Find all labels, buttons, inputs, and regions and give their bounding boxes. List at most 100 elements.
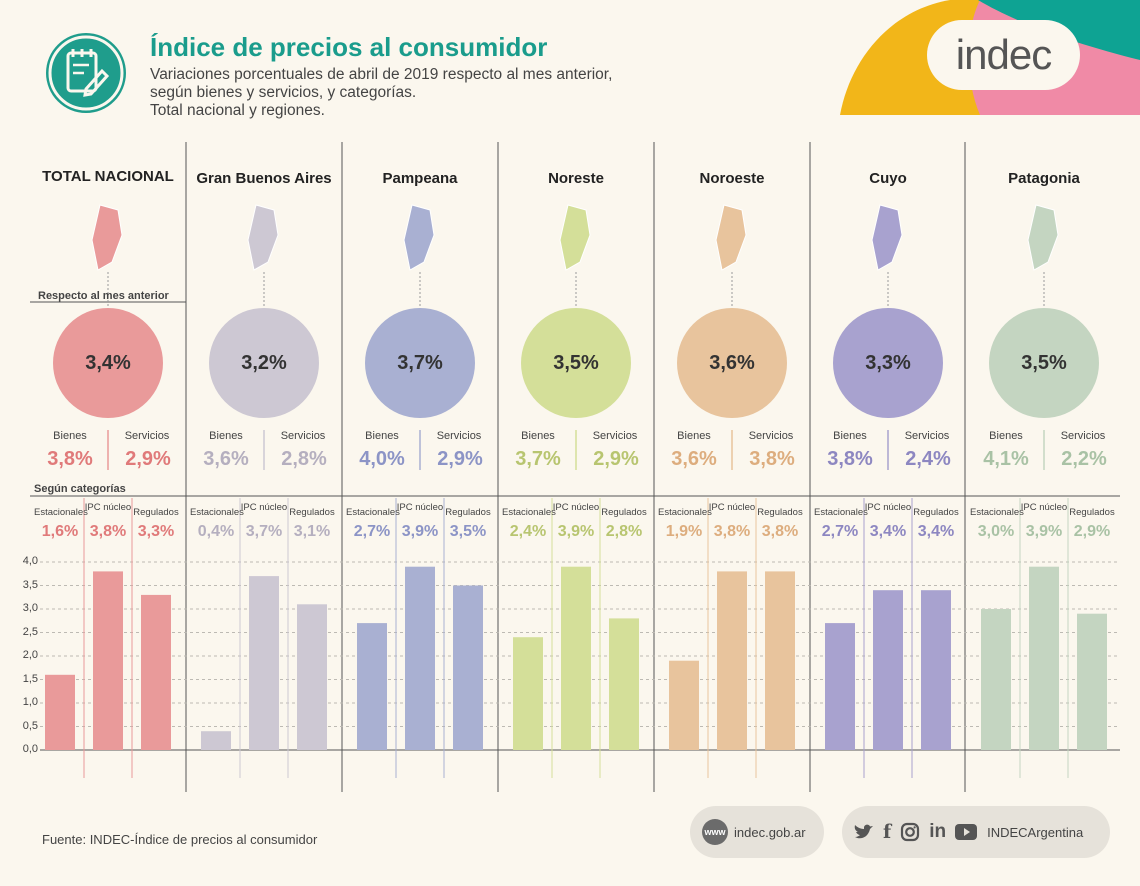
- social-pill: f in INDECArgentina: [842, 806, 1110, 858]
- category-label: IPC núcleo: [1020, 502, 1068, 513]
- bar-2-0: [357, 623, 387, 750]
- category-label: IPC núcleo: [864, 502, 912, 513]
- category-label: Regulados: [1069, 507, 1115, 518]
- servicios-label: Servicios: [280, 430, 326, 442]
- region-name-3: Noreste: [548, 170, 604, 187]
- total-circle-1: 3,2%: [209, 308, 319, 418]
- category-label: IPC núcleo: [240, 502, 288, 513]
- category-label: Estacionales: [658, 507, 712, 518]
- category-value: 2,8%: [605, 523, 643, 540]
- website-pill[interactable]: www indec.gob.ar: [690, 806, 824, 858]
- total-circle-0: 3,4%: [53, 308, 163, 418]
- category-label: Estacionales: [502, 507, 556, 518]
- y-tick-label: 4,0: [22, 555, 38, 567]
- indec-logo-text: indec: [955, 31, 1052, 78]
- bienes-value: 3,8%: [47, 448, 93, 470]
- bar-3-1: [561, 566, 591, 750]
- facebook-icon[interactable]: f: [883, 821, 892, 843]
- category-value: 3,3%: [137, 523, 175, 540]
- servicios-label: Servicios: [436, 430, 482, 442]
- category-value: 3,8%: [761, 523, 799, 540]
- website-link[interactable]: indec.gob.ar: [734, 824, 806, 840]
- category-value: 3,5%: [449, 523, 487, 540]
- servicios-value: 2,9%: [593, 448, 639, 470]
- source-note: Fuente: INDEC-Índice de precios al consu…: [42, 832, 318, 847]
- category-value: 3,7%: [245, 523, 283, 540]
- servicios-value: 2,2%: [1061, 448, 1107, 470]
- y-tick-label: 3,5: [22, 578, 38, 591]
- bar-3-2: [609, 618, 639, 750]
- y-tick-label: 2,5: [22, 625, 38, 638]
- region-map-shape: [1027, 204, 1059, 271]
- bar-0-2: [141, 594, 171, 750]
- region-map-shape: [871, 204, 903, 271]
- bienes-value: 3,6%: [671, 448, 717, 470]
- bienes-value: 4,0%: [359, 448, 405, 470]
- servicios-value: 2,8%: [281, 448, 327, 470]
- region-name-0: TOTAL NACIONAL: [42, 168, 174, 185]
- y-tick-label: 3,0: [22, 602, 38, 614]
- servicios-value: 2,9%: [125, 448, 171, 470]
- respecto-label: Respecto al mes anterior: [38, 290, 169, 302]
- total-circle-3: 3,5%: [521, 308, 631, 418]
- page-title: Índice de precios al consumidor: [150, 32, 548, 62]
- category-value: 2,7%: [353, 523, 391, 540]
- category-label: Estacionales: [970, 507, 1024, 518]
- social-handle[interactable]: INDECArgentina: [987, 824, 1084, 840]
- category-value: 2,4%: [509, 523, 547, 540]
- category-label: Regulados: [913, 507, 959, 518]
- indec-logo: indec: [927, 20, 1080, 90]
- category-label: IPC núcleo: [552, 502, 600, 513]
- category-label: Regulados: [133, 507, 179, 518]
- category-label: Regulados: [445, 507, 491, 518]
- bar-6-1: [1029, 566, 1059, 750]
- total-circle-6: 3,5%: [989, 308, 1099, 418]
- notepad-pencil-icon: [48, 35, 124, 111]
- y-tick-label: 1,5: [22, 672, 38, 685]
- instagram-icon[interactable]: [900, 822, 920, 842]
- bar-0-0: [45, 674, 75, 750]
- bar-1-0: [201, 731, 231, 750]
- servicios-label: Servicios: [124, 430, 170, 442]
- category-label: IPC núcleo: [396, 502, 444, 513]
- bar-0-1: [93, 571, 123, 750]
- category-value: 3,9%: [401, 523, 439, 540]
- bar-4-0: [669, 660, 699, 750]
- bienes-label: Bienes: [365, 430, 399, 442]
- bar-1-2: [297, 604, 327, 750]
- bienes-value: 3,6%: [203, 448, 249, 470]
- twitter-icon[interactable]: [854, 823, 874, 841]
- region-map-shape: [403, 204, 435, 271]
- category-value: 0,4%: [197, 523, 235, 540]
- category-value: 3,4%: [917, 523, 955, 540]
- bar-5-0: [825, 623, 855, 750]
- linkedin-icon[interactable]: in: [929, 821, 947, 842]
- category-label: Estacionales: [190, 507, 244, 518]
- region-name-2: Pampeana: [382, 170, 458, 187]
- bar-1-1: [249, 576, 279, 750]
- y-tick-label: 0,0: [22, 743, 38, 755]
- servicios-value: 2,9%: [437, 448, 483, 470]
- category-label: Estacionales: [34, 507, 88, 518]
- region-map-shape: [559, 204, 591, 271]
- total-circle-2: 3,7%: [365, 308, 475, 418]
- bar-6-0: [981, 609, 1011, 750]
- category-value: 2,9%: [1073, 523, 1111, 540]
- bar-5-2: [921, 590, 951, 750]
- y-tick-label: 1,0: [22, 696, 38, 708]
- servicios-value: 2,4%: [905, 448, 951, 470]
- category-value: 1,9%: [665, 523, 703, 540]
- youtube-icon[interactable]: [955, 824, 978, 840]
- bienes-value: 3,8%: [827, 448, 873, 470]
- bienes-label: Bienes: [521, 430, 555, 442]
- bienes-label: Bienes: [209, 430, 243, 442]
- region-name-1: Gran Buenos Aires: [196, 170, 332, 187]
- region-map-shape: [715, 204, 747, 271]
- region-map-shape: [91, 204, 123, 271]
- category-value: 2,7%: [821, 523, 859, 540]
- bar-4-2: [765, 571, 795, 750]
- bienes-label: Bienes: [53, 430, 87, 442]
- subtitle-line-3: Total nacional y regiones.: [150, 102, 325, 119]
- bienes-label: Bienes: [677, 430, 711, 442]
